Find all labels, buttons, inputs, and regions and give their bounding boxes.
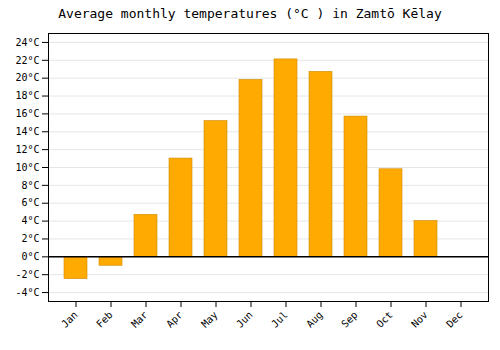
html-text:Average monthly temperatures (: Average monthly temperatures (°C ) in Za… (58, 6, 442, 21)
svg-text:10°C: 10°C (15, 162, 39, 173)
svg-text:-2°C: -2°C (15, 269, 39, 280)
svg-text:Dec: Dec (444, 309, 465, 330)
svg-text:Apr: Apr (164, 309, 185, 330)
svg-text:Mar: Mar (129, 309, 150, 330)
svg-text:Jun: Jun (234, 309, 255, 330)
svg-text:Jul: Jul (269, 309, 290, 330)
svg-text:8°C: 8°C (21, 180, 39, 191)
svg-text:12°C: 12°C (15, 144, 39, 155)
svg-text:Feb: Feb (94, 309, 115, 330)
svg-text:4°C: 4°C (21, 215, 39, 226)
svg-text:Aug: Aug (304, 309, 325, 330)
svg-text:-4°C: -4°C (15, 287, 39, 298)
svg-text:Jan: Jan (59, 309, 80, 330)
svg-text:18°C: 18°C (15, 90, 39, 101)
svg-text:14°C: 14°C (15, 126, 39, 137)
svg-text:May: May (199, 309, 220, 330)
svg-text:0°C: 0°C (21, 251, 39, 262)
svg-text:2°C: 2°C (21, 233, 39, 244)
svg-text:Sep: Sep (339, 309, 360, 330)
svg-text:Oct: Oct (374, 309, 395, 330)
svg-text:Nov: Nov (409, 309, 430, 330)
svg-text:16°C: 16°C (15, 108, 39, 119)
svg-text:6°C: 6°C (21, 197, 39, 208)
svg-text:20°C: 20°C (15, 72, 39, 83)
svg-text:22°C: 22°C (15, 55, 39, 66)
svg-text:24°C: 24°C (15, 37, 39, 48)
